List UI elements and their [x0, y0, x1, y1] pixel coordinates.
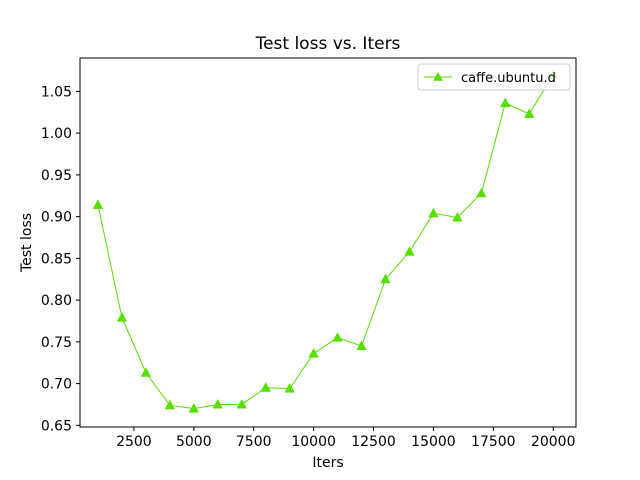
data-point-marker	[404, 246, 415, 256]
y-tick-label: 0.65	[41, 418, 72, 434]
data-point-marker	[212, 398, 223, 409]
y-tick-label: 0.80	[41, 293, 72, 309]
y-tick-label: 1.05	[41, 84, 72, 100]
y-tick-label: 0.95	[41, 168, 72, 184]
series-line	[97, 74, 554, 410]
x-tick-label: 10000	[291, 434, 336, 450]
data-point-marker	[428, 207, 439, 218]
axis-ticks: 2500 5000 7500 10000 12500 15000 17500 20000 0.6…	[41, 84, 576, 450]
data-point-marker	[524, 108, 535, 118]
data-point-marker	[260, 382, 271, 392]
x-tick-label: 12500	[351, 434, 396, 450]
legend-marker-swatch	[433, 72, 443, 81]
legend-box	[417, 63, 571, 91]
x-tick-label: 7500	[236, 434, 272, 450]
y-tick-label: 1.00	[41, 126, 72, 142]
data-point-marker	[452, 211, 463, 222]
data-point-marker	[188, 403, 199, 413]
data-point-marker	[332, 332, 343, 342]
y-tick-label: 0.75	[41, 335, 72, 351]
chart-title: Test loss vs. Iters	[255, 34, 401, 54]
y-tick-label: 0.85	[41, 251, 72, 267]
data-point-marker	[356, 340, 367, 351]
x-tick-label: 17500	[471, 434, 516, 450]
data-point-marker	[284, 383, 295, 393]
data-point-marker	[140, 367, 152, 377]
plot-area	[92, 69, 559, 413]
y-tick-label: 0.70	[41, 377, 72, 393]
legend: caffe.ubuntu.d	[417, 63, 571, 91]
axes-frame	[79, 57, 577, 428]
x-axis-label: Iters	[312, 455, 343, 471]
data-point-marker	[92, 199, 104, 209]
y-tick-label: 0.90	[41, 210, 72, 226]
x-tick-label: 2500	[116, 434, 152, 450]
data-point-marker	[308, 348, 319, 358]
data-point-marker	[116, 312, 128, 322]
data-point-marker	[236, 398, 247, 409]
data-point-marker	[380, 273, 391, 284]
y-axis-label: Test loss	[19, 213, 35, 273]
x-tick-label: 15000	[411, 434, 456, 450]
x-tick-label: 5000	[176, 434, 212, 450]
data-point-marker	[164, 399, 176, 410]
data-point-marker	[476, 187, 487, 198]
data-point-marker	[500, 97, 511, 108]
x-tick-label: 20000	[531, 434, 576, 450]
legend-entry-label: caffe.ubuntu.d	[461, 71, 556, 86]
